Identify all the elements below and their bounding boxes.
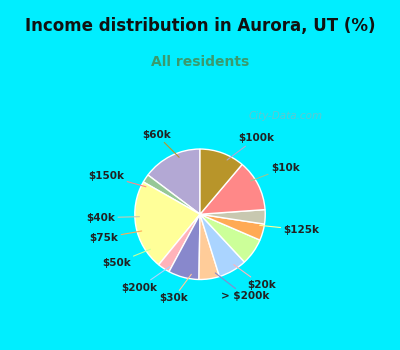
Wedge shape <box>199 214 220 280</box>
Wedge shape <box>200 210 265 224</box>
Wedge shape <box>148 149 200 214</box>
Text: $20k: $20k <box>234 265 276 290</box>
Text: $60k: $60k <box>142 130 179 157</box>
Wedge shape <box>200 149 242 214</box>
Text: > $200k: > $200k <box>215 273 270 301</box>
Wedge shape <box>143 175 200 214</box>
Text: $30k: $30k <box>159 274 191 303</box>
Text: All residents: All residents <box>151 55 249 69</box>
Text: City-Data.com: City-Data.com <box>248 111 323 121</box>
Text: Income distribution in Aurora, UT (%): Income distribution in Aurora, UT (%) <box>25 17 375 35</box>
Wedge shape <box>169 214 200 280</box>
Text: $150k: $150k <box>88 171 146 187</box>
Text: $40k: $40k <box>86 213 139 223</box>
Wedge shape <box>200 214 244 276</box>
Wedge shape <box>135 182 200 265</box>
Text: $10k: $10k <box>251 163 300 181</box>
Text: $50k: $50k <box>102 249 150 268</box>
Text: $200k: $200k <box>122 267 170 293</box>
Wedge shape <box>200 164 265 214</box>
Text: $75k: $75k <box>90 231 142 243</box>
Text: $100k: $100k <box>227 133 274 160</box>
Wedge shape <box>200 214 260 262</box>
Wedge shape <box>200 214 264 240</box>
Text: $125k: $125k <box>260 225 319 235</box>
Wedge shape <box>159 214 200 272</box>
